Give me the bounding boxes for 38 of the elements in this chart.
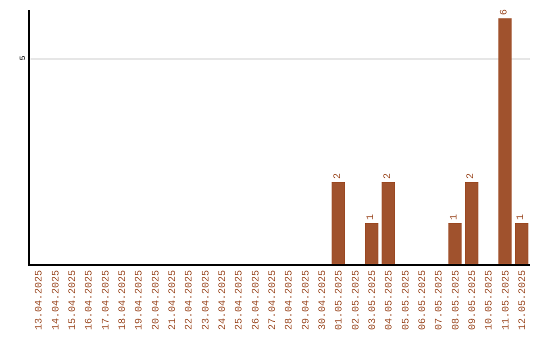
x-tick-label: 12.05.2025: [518, 270, 529, 330]
x-tick-label: 14.04.2025: [51, 270, 62, 330]
x-tick-label: 06.05.2025: [418, 270, 429, 330]
x-tick-label: 10.05.2025: [484, 270, 496, 330]
x-tick-label: 26.04.2025: [251, 270, 262, 330]
data-label: 2: [332, 173, 344, 180]
x-tick-label: 07.05.2025: [434, 270, 446, 330]
x-tick-label: 18.04.2025: [118, 270, 129, 330]
x-tick-label: 24.04.2025: [218, 270, 229, 330]
x-tick-label: 01.05.2025: [334, 270, 346, 330]
x-tick-label: 09.05.2025: [468, 270, 479, 330]
x-tick-label: 11.05.2025: [501, 270, 512, 330]
x-tick-label: 20.04.2025: [151, 270, 162, 330]
data-label: 2: [466, 173, 478, 180]
x-tick-label: 17.04.2025: [101, 270, 112, 330]
x-tick-label: 04.05.2025: [384, 270, 396, 330]
data-label: 1: [516, 214, 528, 220]
x-tick-label: 28.04.2025: [284, 270, 296, 330]
data-label: 6: [500, 9, 510, 16]
x-tick-label: 30.04.2025: [318, 270, 329, 330]
x-tick-label: 05.05.2025: [401, 270, 412, 330]
x-tick-label: 27.04.2025: [268, 270, 279, 330]
x-tick-label: 22.04.2025: [184, 270, 196, 330]
x-tick-label: 08.05.2025: [451, 270, 462, 330]
x-tick-label: 02.05.2025: [351, 270, 362, 330]
x-tick-label: 19.04.2025: [134, 270, 146, 330]
x-tick-label: 21.04.2025: [168, 270, 179, 330]
x-tick-label: 29.04.2025: [301, 270, 312, 330]
x-tick-label: 15.04.2025: [68, 270, 79, 330]
data-label: 2: [382, 173, 394, 180]
data-label: 1: [450, 214, 460, 220]
x-tick-label: 03.05.2025: [368, 270, 379, 330]
x-tick-label: 16.04.2025: [84, 270, 96, 330]
x-tick-label: 13.04.2025: [34, 270, 46, 330]
data-label: 1: [366, 214, 378, 220]
x-tick-label: 25.04.2025: [234, 270, 246, 330]
x-tick-label: 23.04.2025: [201, 270, 212, 330]
y-tick-label: 5: [18, 55, 28, 60]
